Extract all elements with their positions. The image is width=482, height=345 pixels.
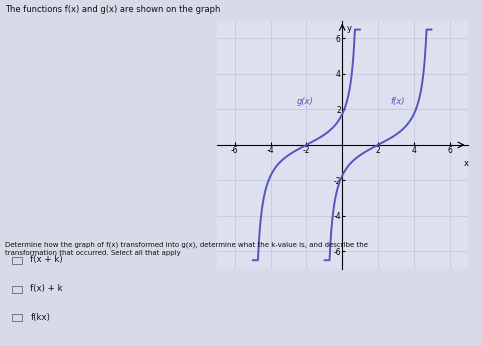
Text: f(x) + k: f(x) + k bbox=[30, 284, 63, 293]
Text: f(kx): f(kx) bbox=[30, 313, 50, 322]
Text: Determine how the graph of f(x) transformed into g(x), determine what the k-valu: Determine how the graph of f(x) transfor… bbox=[5, 241, 368, 256]
Text: The functions f(x) and g(x) are shown on the graph: The functions f(x) and g(x) are shown on… bbox=[5, 5, 220, 14]
Text: x: x bbox=[464, 159, 469, 168]
Text: g(x): g(x) bbox=[297, 97, 314, 106]
Text: f(x): f(x) bbox=[390, 97, 405, 106]
Text: f(x + k): f(x + k) bbox=[30, 255, 63, 264]
Text: y: y bbox=[347, 24, 352, 33]
